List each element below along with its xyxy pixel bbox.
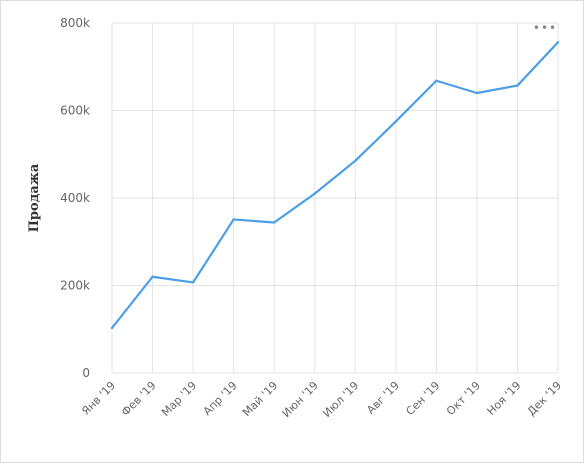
series-group xyxy=(110,41,560,330)
y-tick-label: 200k xyxy=(60,279,90,293)
data-point xyxy=(435,79,438,82)
x-tick-label: Сен '19 xyxy=(403,379,442,418)
horizontal-gridlines xyxy=(112,22,558,374)
x-tick-label: Дек '19 xyxy=(525,379,564,418)
x-tick-label: Ноя '19 xyxy=(485,379,524,418)
y-axis-label: Продажа xyxy=(27,163,42,232)
data-point xyxy=(354,159,357,163)
data-point xyxy=(475,91,479,95)
y-axis-ticks: 0 200k 400k 600k 800k xyxy=(60,16,90,380)
data-point xyxy=(191,281,195,284)
data-point xyxy=(232,218,235,221)
y-tick-label: 400k xyxy=(60,191,90,205)
x-tick-label: Фев '19 xyxy=(119,379,159,419)
data-point xyxy=(151,275,154,278)
series-line xyxy=(110,41,560,330)
y-tick-label: 600k xyxy=(60,104,90,118)
y-tick-label: 800k xyxy=(60,16,90,30)
x-tick-label: Июн '19 xyxy=(280,379,321,420)
data-point xyxy=(272,221,276,224)
x-axis-ticks: Янв '19 Фев '19 Мар '19 Апр '19 Май '19 Июн '… xyxy=(79,379,564,420)
x-tick-label: Окт '19 xyxy=(444,379,483,418)
data-point xyxy=(516,84,519,87)
data-point xyxy=(556,41,560,44)
x-tick-label: Май '19 xyxy=(240,379,280,419)
data-point xyxy=(110,326,114,330)
x-tick-label: Мар '19 xyxy=(159,379,199,419)
x-tick-label: Янв '19 xyxy=(79,379,118,418)
x-tick-label: Авг '19 xyxy=(364,379,402,417)
more-horizontal-icon[interactable]: ••• xyxy=(533,21,557,35)
x-tick-label: Июл '19 xyxy=(320,379,361,420)
data-point xyxy=(394,120,398,123)
x-tick-label: Апр '19 xyxy=(201,379,240,418)
data-point xyxy=(313,192,316,195)
y-tick-label: 0 xyxy=(82,366,90,380)
